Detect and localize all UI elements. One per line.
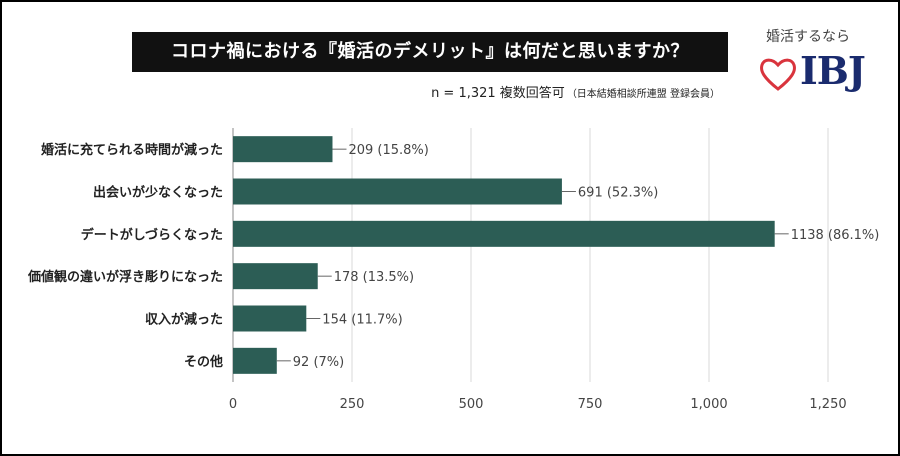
x-tick-label: 750 [578,397,603,412]
x-tick-label: 0 [229,397,237,412]
bar [233,347,277,374]
value-label: 154 (11.7%) [322,313,402,328]
bar [233,220,775,247]
x-tick-label: 250 [340,397,365,412]
logo-tagline: 婚活するなら [766,29,850,45]
respondent-note: （日本結婚相談所連盟 登録会員） [566,89,720,100]
ibj-logo: 婚活するなら IBJ [758,26,874,96]
chart-subtitle: n = 1,321 複数回答可 （日本結婚相談所連盟 登録会員） [431,82,720,101]
value-label: 691 (52.3%) [578,186,658,201]
category-label: 収入が減った [145,312,223,328]
bar [233,178,562,205]
category-label: 価値観の違いが浮き彫りになった [27,269,223,285]
value-label: 1138 (86.1%) [791,228,880,243]
bar [233,263,318,290]
value-label: 178 (13.5%) [334,270,414,285]
chart-title: コロナ禍における『婚活のデメリット』は何だと思いますか？ [132,32,728,72]
x-tick-label: 1,000 [690,397,727,412]
x-tick-label: 1,250 [809,397,846,412]
heart-icon [760,58,796,91]
bar [233,305,307,332]
logo-wordmark: IBJ [800,48,866,93]
category-label: その他 [184,354,223,370]
bar [233,136,333,163]
sample-size-text: n = 1,321 複数回答可 [431,86,565,101]
chart-grid [232,128,829,382]
category-label: 婚活に充てられる時間が減った [41,142,223,158]
category-label: デートがしづらくなった [81,227,223,243]
category-label: 出会いが少なくなった [93,185,223,201]
value-label: 92 (7%) [293,355,344,370]
value-label: 209 (15.8%) [348,143,428,158]
x-tick-label: 500 [459,397,484,412]
chart-bars [233,136,775,374]
chart-labels: 0 250 500 750 1,000 1,250 婚活に充てられる時間が減った 209 (1… [27,142,879,412]
